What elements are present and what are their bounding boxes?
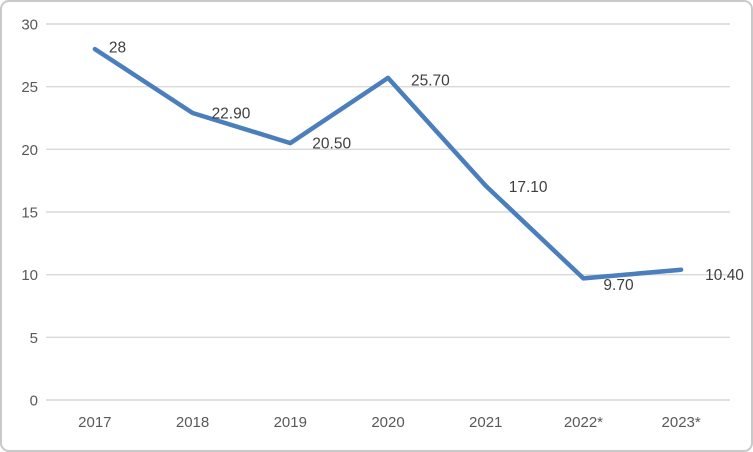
x-axis-tick-label: 2018 (176, 414, 209, 431)
data-label: 20.50 (312, 136, 351, 153)
x-axis-tick-label: 2017 (78, 414, 111, 431)
y-axis-tick-label: 20 (21, 142, 38, 159)
data-label: 28 (109, 40, 126, 57)
data-label: 25.70 (411, 72, 450, 89)
data-label: 10.40 (705, 267, 744, 284)
x-axis-tick-label: 2022* (564, 414, 603, 431)
x-axis-tick-label: 2019 (274, 414, 307, 431)
y-axis-tick-label: 25 (21, 79, 38, 96)
x-axis-tick-label: 2021 (469, 414, 502, 431)
y-axis-tick-label: 15 (21, 205, 38, 222)
y-axis-tick-label: 0 (30, 393, 38, 410)
data-label: 22.90 (212, 105, 251, 122)
series-line (92, 46, 684, 281)
data-label: 17.10 (509, 179, 548, 196)
y-axis-tick-label: 10 (21, 267, 38, 284)
x-axis-tick-label: 2023* (662, 414, 701, 431)
y-axis-tick-label: 30 (21, 17, 38, 34)
x-axis-tick-label: 2020 (371, 414, 404, 431)
data-label: 9.70 (603, 277, 634, 294)
y-axis-tick-label: 5 (30, 330, 38, 347)
